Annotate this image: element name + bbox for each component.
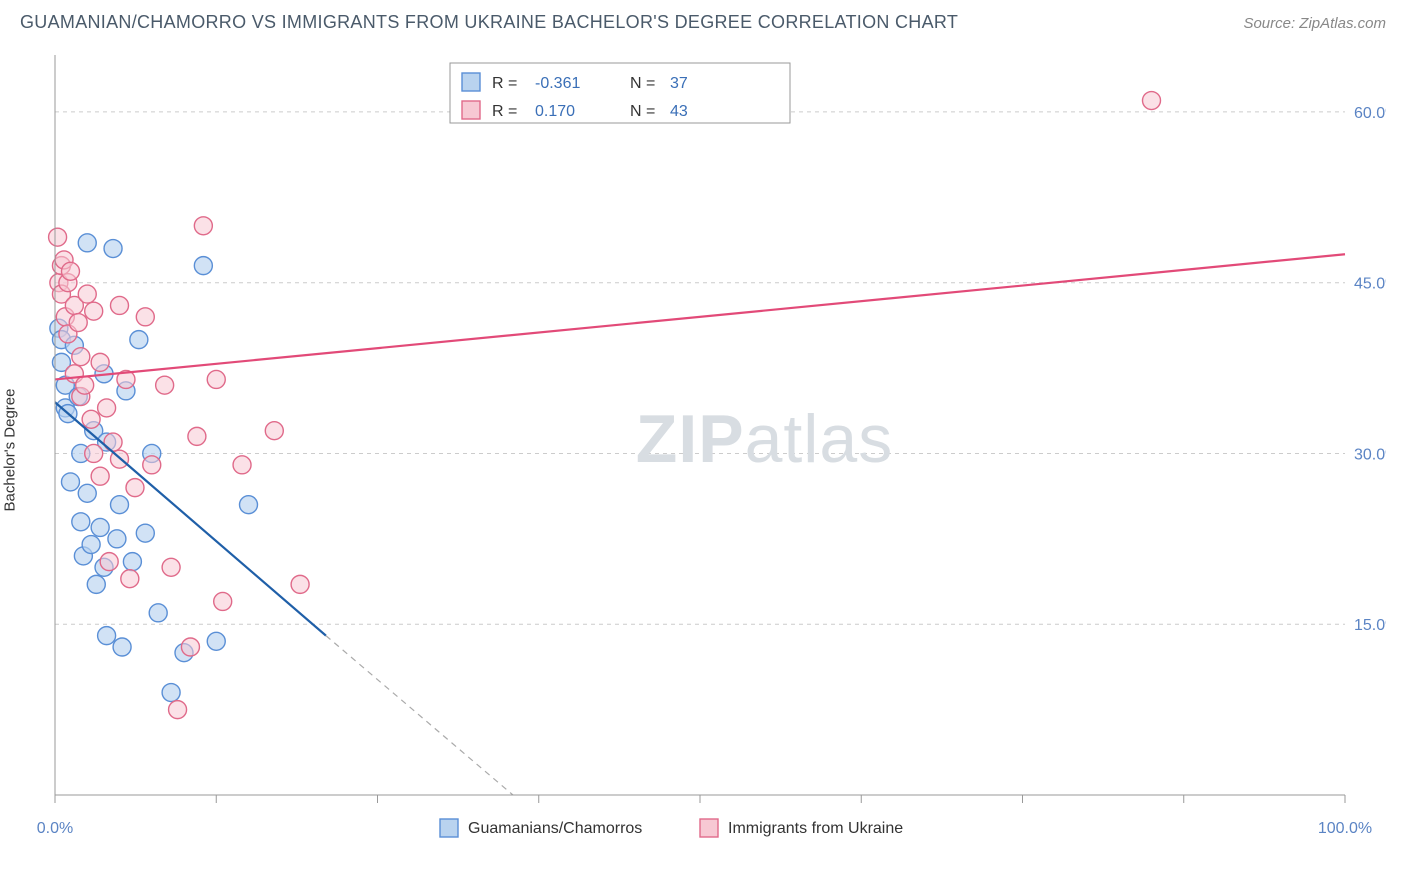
data-point-ukraine [291, 575, 309, 593]
data-point-ukraine [194, 217, 212, 235]
data-point-guamanian [207, 632, 225, 650]
data-point-guamanian [104, 240, 122, 258]
corr-n-value: 43 [670, 103, 688, 120]
data-point-ukraine [98, 399, 116, 417]
data-point-ukraine [156, 376, 174, 394]
data-point-ukraine [233, 456, 251, 474]
data-point-ukraine [214, 592, 232, 610]
y-axis-label: Bachelor's Degree [2, 389, 19, 512]
data-point-guamanian [136, 524, 154, 542]
legend-label: Immigrants from Ukraine [728, 820, 903, 837]
corr-r-value: -0.361 [535, 75, 580, 92]
legend-swatch [700, 819, 718, 837]
corr-r-value: 0.170 [535, 103, 575, 120]
chart-source: Source: ZipAtlas.com [1243, 15, 1386, 32]
data-point-ukraine [85, 302, 103, 320]
x-tick-label: 100.0% [1318, 820, 1372, 837]
data-point-guamanian [194, 257, 212, 275]
data-point-ukraine [111, 296, 129, 314]
data-point-guamanian [87, 575, 105, 593]
data-point-guamanian [123, 553, 141, 571]
data-point-ukraine [91, 353, 109, 371]
data-point-ukraine [188, 427, 206, 445]
data-point-ukraine [85, 444, 103, 462]
data-point-guamanian [61, 473, 79, 491]
chart-container: Bachelor's Degree ZIPatlas15.0%30.0%45.0… [20, 55, 1386, 845]
watermark: ZIPatlas [636, 401, 893, 477]
data-point-guamanian [162, 684, 180, 702]
y-tick-label: 60.0% [1354, 105, 1386, 122]
data-point-ukraine [143, 456, 161, 474]
data-point-guamanian [108, 530, 126, 548]
data-point-ukraine [69, 314, 87, 332]
correlation-scatter-chart: ZIPatlas 15.0% 30.0% 45.0% 60.0% 0.0% 100.0% R … [20, 55, 1386, 845]
data-point-ukraine [121, 570, 139, 588]
corr-n-label: N = [630, 103, 655, 120]
data-point-guamanian [91, 518, 109, 536]
data-point-ukraine [76, 376, 94, 394]
data-point-guamanian [78, 484, 96, 502]
data-point-guamanian [111, 496, 129, 514]
data-point-ukraine [100, 553, 118, 571]
data-point-guamanian [240, 496, 258, 514]
data-point-ukraine [91, 467, 109, 485]
trend-line-ukraine [55, 254, 1345, 379]
data-point-ukraine [169, 701, 187, 719]
y-tick-label: 15.0% [1354, 617, 1386, 634]
legend-swatch [462, 73, 480, 91]
data-point-guamanian [82, 536, 100, 554]
corr-r-label: R = [492, 75, 517, 92]
data-point-ukraine [126, 479, 144, 497]
data-point-guamanian [72, 513, 90, 531]
trend-extension-guamanian [326, 636, 513, 795]
data-point-ukraine [49, 228, 67, 246]
corr-n-label: N = [630, 75, 655, 92]
data-point-ukraine [104, 433, 122, 451]
data-point-guamanian [149, 604, 167, 622]
data-point-ukraine [78, 285, 96, 303]
data-point-ukraine [82, 410, 100, 428]
data-point-ukraine [207, 370, 225, 388]
data-point-guamanian [113, 638, 131, 656]
x-tick-label: 0.0% [37, 820, 73, 837]
y-tick-label: 30.0% [1354, 446, 1386, 463]
chart-header: GUAMANIAN/CHAMORRO VS IMMIGRANTS FROM UK… [0, 0, 1406, 33]
data-point-guamanian [78, 234, 96, 252]
corr-n-value: 37 [670, 75, 688, 92]
legend-swatch [462, 101, 480, 119]
data-point-ukraine [181, 638, 199, 656]
data-point-ukraine [72, 348, 90, 366]
y-tick-label: 45.0% [1354, 276, 1386, 293]
data-point-ukraine [265, 422, 283, 440]
data-point-ukraine [1143, 92, 1161, 110]
data-point-ukraine [136, 308, 154, 326]
corr-r-label: R = [492, 103, 517, 120]
legend-swatch [440, 819, 458, 837]
chart-title: GUAMANIAN/CHAMORRO VS IMMIGRANTS FROM UK… [20, 12, 958, 33]
data-point-guamanian [130, 331, 148, 349]
data-point-guamanian [98, 627, 116, 645]
legend-label: Guamanians/Chamorros [468, 820, 642, 837]
data-point-ukraine [162, 558, 180, 576]
data-point-ukraine [61, 262, 79, 280]
